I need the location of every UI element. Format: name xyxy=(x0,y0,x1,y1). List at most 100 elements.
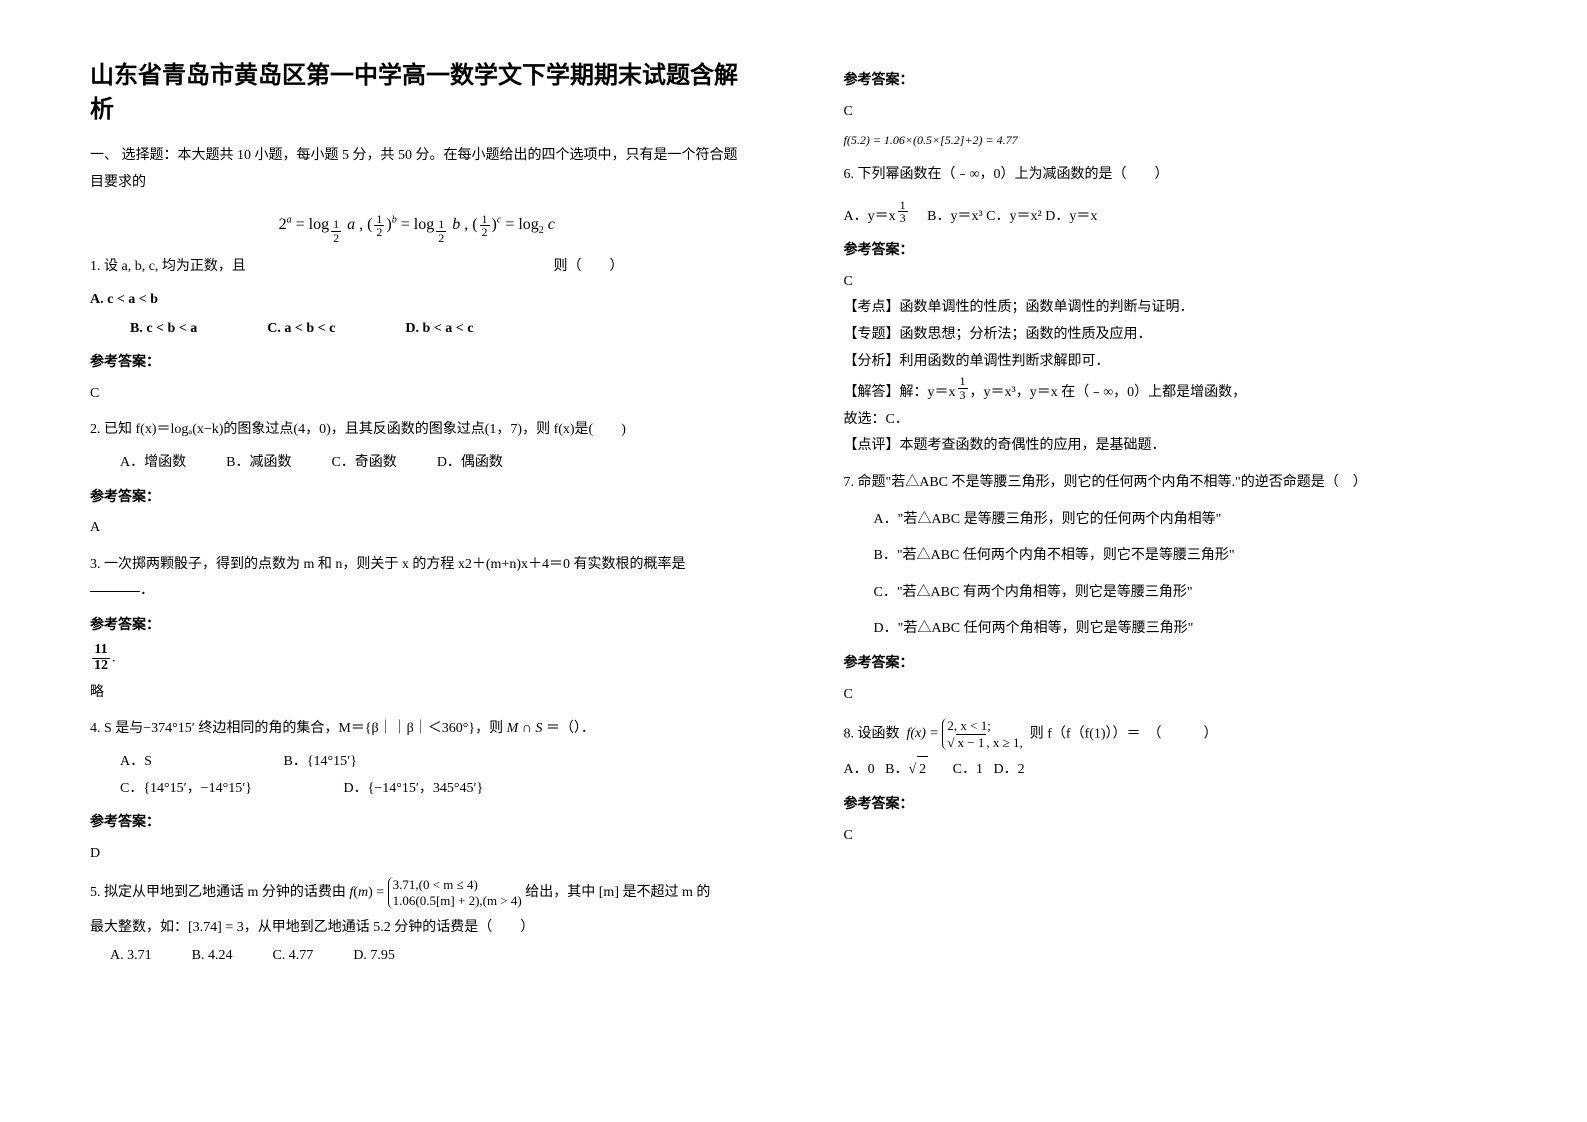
q6-optD: D．y＝x xyxy=(1045,209,1097,224)
q7-text: 7. 命题"若△ABC 不是等腰三角形，则它的任何两个内角不相等."的逆否命题是… xyxy=(844,470,1498,497)
q4-optD: D．{−14°15′，345°45′} xyxy=(344,781,484,796)
q2-optC: C．奇函数 xyxy=(331,450,396,477)
q4-answer-label: 参考答案： xyxy=(90,810,744,837)
q3-text-span: 3. 一次掷两颗骰子，得到的点数为 m 和 n，则关于 x 的方程 x2＋(m+… xyxy=(90,557,686,572)
q5-optA: A. 3.71 xyxy=(110,943,152,970)
q8-optC: C．1 xyxy=(953,762,983,777)
q6-options: A．y＝x13 B．y＝x³ C．y＝x² D．y＝x xyxy=(844,199,1498,231)
q6-jd-c: 故选：C． xyxy=(844,407,1498,434)
q4-text-c: ＝（）． xyxy=(546,721,595,736)
q7-answer: C xyxy=(844,682,1498,709)
q3-dot: ． xyxy=(140,583,154,598)
q2-optD: D．偶函数 xyxy=(437,450,503,477)
q8-text-a: 8. 设函数 xyxy=(844,726,900,741)
q8-answer-label: 参考答案： xyxy=(844,792,1498,819)
q3-answer: 11 12 . xyxy=(90,643,744,673)
q3-answer-label: 参考答案： xyxy=(90,613,744,640)
q1-answer: C xyxy=(90,381,744,408)
q5-optB: B. 4.24 xyxy=(192,943,233,970)
q1-prefix: 1. 设 a, b, c, 均为正数，且 xyxy=(90,259,246,274)
section-intro: 一、 选择题：本大题共 10 小题，每小题 5 分，共 50 分。在每小题给出的… xyxy=(90,143,744,196)
q5-case1: 3.71,(0 < m ≤ 4) xyxy=(393,877,478,892)
q1-formula: 2a = log12 a , (12)b = log12 b , (12)c =… xyxy=(90,210,744,244)
q8-case2-b: , x ≥ 1, xyxy=(986,735,1022,750)
q6-optB: B．y＝x³ xyxy=(927,209,983,224)
q1-optD: D. b < a < c xyxy=(405,316,473,343)
q1-answer-label: 参考答案： xyxy=(90,350,744,377)
q8-cases: 2, x < 1; √x − 1, x ≥ 1, xyxy=(942,718,1022,750)
q6-jd-b: ，y＝x³，y＝x 在（﹣∞，0）上都是增函数， xyxy=(970,385,1247,400)
q3-text: 3. 一次掷两颗骰子，得到的点数为 m 和 n，则关于 x 的方程 x2＋(m+… xyxy=(90,552,744,605)
q1-options-row: B. c < b < a C. a < b < c D. b < a < c xyxy=(130,316,744,343)
q5-case2: 1.06(0.5[m] + 2),(m > 4) xyxy=(393,893,522,908)
q8-answer: C xyxy=(844,823,1498,850)
q8-case2-a: x − 1 xyxy=(956,734,987,751)
q6-zt: 【专题】函数思想；分析法；函数的性质及应用． xyxy=(844,322,1498,349)
q5-cases: 3.71,(0 < m ≤ 4) 1.06(0.5[m] + 2),(m > 4… xyxy=(388,877,522,908)
q6-kp: 【考点】函数单调性的性质；函数单调性的判断与证明． xyxy=(844,295,1498,322)
q1-optC: C. a < b < c xyxy=(267,316,335,343)
left-column: 山东省青岛市黄岛区第一中学高一数学文下学期期末试题含解析 一、 选择题：本大题共… xyxy=(0,0,794,1122)
q8-optB-val: 2 xyxy=(917,756,928,784)
q5-optD: D. 7.95 xyxy=(353,943,395,970)
q4-text-a: 4. S 是与−374°15′ 终边相同的角的集合，M＝{β｜｜β｜＜360°}… xyxy=(90,721,503,736)
q8-optB: B．√2 xyxy=(885,762,928,777)
q5-text-b: 给出，其中 [m] 是不超过 m 的 xyxy=(525,885,710,900)
q5-text-c: 最大整数，如：[3.74] = 3，从甲地到乙地通话 5.2 分钟的话费是（ ） xyxy=(90,915,744,942)
q5-text-a: 5. 拟定从甲地到乙地通话 m 分钟的话费由 xyxy=(90,885,346,900)
q8-optD: D．2 xyxy=(994,762,1025,777)
q5-options: A. 3.71 B. 4.24 C. 4.77 D. 7.95 xyxy=(110,943,744,970)
q2-optA: A．增函数 xyxy=(120,450,186,477)
q6-optA: A．y＝x13 xyxy=(844,209,910,224)
q5-text: 5. 拟定从甲地到乙地通话 m 分钟的话费由 f(m) = 3.71,(0 < … xyxy=(90,877,744,908)
q4-row1: A．S B．{14°15′} xyxy=(120,749,744,776)
q6-answer-label: 参考答案： xyxy=(844,238,1498,265)
q8-case2: √x − 1, x ≥ 1, xyxy=(947,735,1022,750)
q6-jd-a: 【解答】解：y＝ xyxy=(844,385,949,400)
q4-optB: B．{14°15′} xyxy=(284,754,357,769)
q6-fx: 【分析】利用函数的单调性判断求解即可． xyxy=(844,349,1498,376)
q3-ans-den: 12 xyxy=(92,659,110,674)
right-column: 参考答案： C f(5.2) = 1.06×(0.5×[5.2]+2) = 4.… xyxy=(794,0,1587,1122)
q2-answer-label: 参考答案： xyxy=(90,485,744,512)
q5-optC: C. 4.77 xyxy=(272,943,313,970)
q1-optA: A. c < a < b xyxy=(90,287,744,314)
q8-options: A．0 B．√2 C．1 D．2 xyxy=(844,756,1498,784)
q8-optB-pre: B． xyxy=(885,762,908,777)
q7-optD: D．"若△ABC 任何两个角相等，则它是等腰三角形" xyxy=(874,616,1498,643)
q8-optA: A．0 xyxy=(844,762,875,777)
q2-answer: A xyxy=(90,515,744,542)
q4-optC: C．{14°15′，−14°15′} xyxy=(120,776,340,803)
doc-title: 山东省青岛市黄岛区第一中学高一数学文下学期期末试题含解析 xyxy=(90,60,744,127)
q1-text: 1. 设 a, b, c, 均为正数，且 则（ ） xyxy=(90,254,744,281)
q6-text: 6. 下列幂函数在（﹣∞，0）上为减函数的是（ ） xyxy=(844,162,1498,189)
q1-suffix: 则（ ） xyxy=(554,254,624,281)
q8-text: 8. 设函数 f(x) = 2, x < 1; √x − 1, x ≥ 1, 则… xyxy=(844,718,1498,750)
q3-note: 略 xyxy=(90,680,744,707)
q4-text-b: M ∩ S xyxy=(503,721,546,736)
q5-answer: C xyxy=(844,99,1498,126)
q3-ans-num: 11 xyxy=(92,643,110,659)
q4-optA: A．S xyxy=(120,749,280,776)
q2-optB: B．减函数 xyxy=(226,450,291,477)
q6-answer: C xyxy=(844,269,1498,296)
q2-text: 2. 已知 f(x)＝logₐ(x−k)的图象过点(4，0)，且其反函数的图象过… xyxy=(90,417,744,444)
q7-answer-label: 参考答案： xyxy=(844,651,1498,678)
q6-jd: 【解答】解：y＝x13，y＝x³，y＝x 在（﹣∞，0）上都是增函数， xyxy=(844,375,1498,407)
q4-text: 4. S 是与−374°15′ 终边相同的角的集合，M＝{β｜｜β｜＜360°}… xyxy=(90,716,744,743)
q4-row2: C．{14°15′，−14°15′} D．{−14°15′，345°45′} xyxy=(120,776,744,803)
q6-dp: 【点评】本题考查函数的奇偶性的应用，是基础题． xyxy=(844,433,1498,460)
q5-answer-label: 参考答案： xyxy=(844,68,1498,95)
q6-optC: C．y＝x² xyxy=(986,209,1042,224)
q2-options: A．增函数 B．减函数 C．奇函数 D．偶函数 xyxy=(120,450,744,477)
q3-blank xyxy=(90,591,140,592)
q7-optC: C．"若△ABC 有两个内角相等，则它是等腰三角形" xyxy=(874,580,1498,607)
q4-answer: D xyxy=(90,841,744,868)
q7-optA: A．"若△ABC 是等腰三角形，则它的任何两个内角相等" xyxy=(874,507,1498,534)
q8-text-b: 则 f（f（f(1)））＝ （ ） xyxy=(1030,726,1218,741)
q5-work: f(5.2) = 1.06×(0.5×[5.2]+2) = 4.77 xyxy=(844,129,1498,152)
q8-case1: 2, x < 1; xyxy=(947,718,990,733)
q8-fx: f(x) = xyxy=(907,726,939,741)
q1-optB: B. c < b < a xyxy=(130,316,197,343)
q7-optB: B．"若△ABC 任何两个内角不相等，则它不是等腰三角形" xyxy=(874,543,1498,570)
